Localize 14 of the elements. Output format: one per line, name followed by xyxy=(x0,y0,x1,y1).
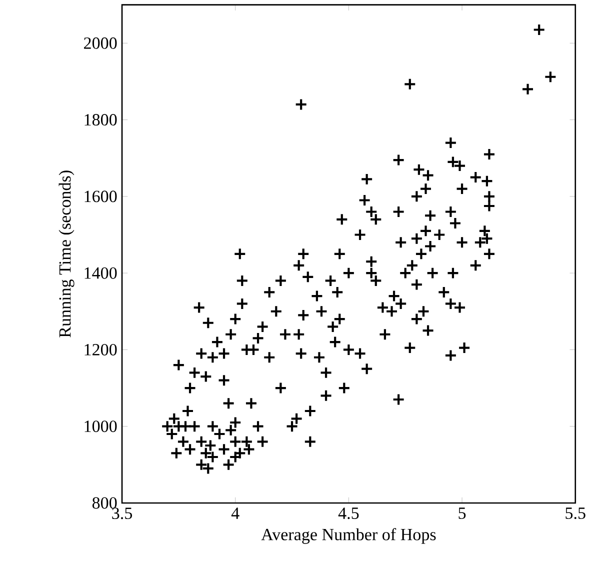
x-tick-label: 4.5 xyxy=(338,508,359,520)
x-tick-label: 4 xyxy=(231,508,240,519)
x-tick-label: 5 xyxy=(458,508,466,519)
x-tick-label: 3.5 xyxy=(112,508,132,520)
y-tick-label: 1400 xyxy=(84,267,117,279)
y-tick-label: 1600 xyxy=(84,190,117,202)
y-tick-label: 1200 xyxy=(84,344,117,356)
y-tick-label: 800 xyxy=(92,497,117,509)
y-tick-label: 1000 xyxy=(84,420,117,432)
y-tick-label: 2000 xyxy=(84,37,117,49)
x-tick-label: 5.5 xyxy=(566,508,586,520)
y-axis-title: Running Time (seconds) xyxy=(58,170,74,338)
y-tick-label: 1800 xyxy=(84,114,117,126)
x-axis-title: Average Number of Hops xyxy=(261,528,436,544)
